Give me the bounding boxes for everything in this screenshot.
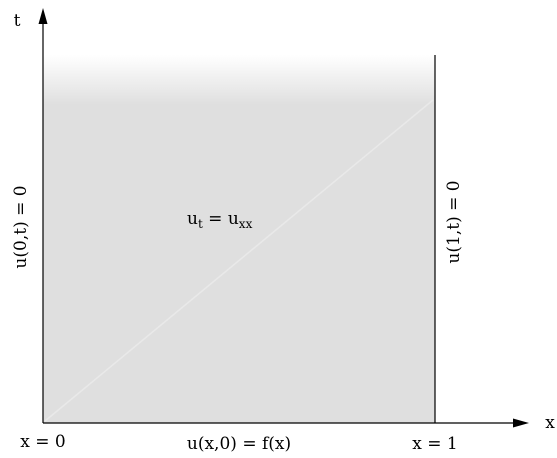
pde-rhs-base: u [228, 209, 239, 229]
pde-lhs-subscript: t [198, 217, 203, 231]
t-axis-label: t [14, 11, 21, 31]
x-axis-arrowhead [513, 418, 529, 428]
domain-diagonal [44, 99, 434, 422]
pde-rhs-subscript: xx [239, 217, 253, 231]
pde-equals: = [203, 209, 228, 229]
t-axis-arrowhead [38, 8, 48, 24]
x0-label: x = 0 [20, 432, 65, 452]
domain-top-fade [43, 55, 435, 105]
domain-region [43, 55, 435, 423]
pde-equation: ut = uxx [187, 209, 253, 231]
x-axis-label: x [545, 413, 555, 433]
x1-label: x = 1 [412, 434, 457, 454]
pde-lhs-base: u [187, 209, 198, 229]
right-boundary-label: u(1,t) = 0 [444, 180, 464, 263]
initial-condition-label: u(x,0) = f(x) [187, 434, 291, 454]
left-boundary-label: u(0,t) = 0 [11, 185, 31, 268]
